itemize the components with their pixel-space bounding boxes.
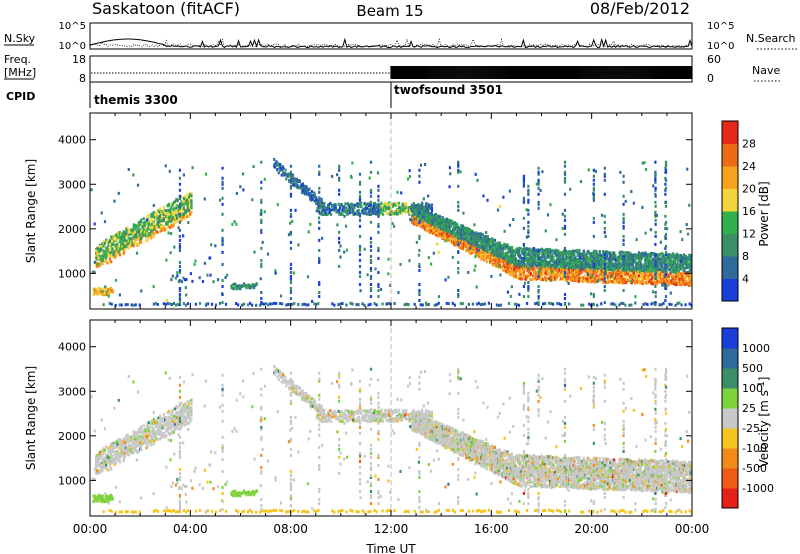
velocity-colorbar-label: Velocity [m s-1] — [757, 377, 771, 468]
x-tick-label: 12:00 — [374, 522, 409, 536]
velocity-ylabel: Slant Range [km] — [24, 366, 38, 470]
velocity-y-ticks: 1000 2000 3000 4000 — [58, 341, 692, 487]
colorbar-cell — [722, 348, 738, 369]
colorbar-cell — [722, 468, 738, 489]
y-tick-label: 2000 — [58, 223, 86, 236]
power-x-ticks — [89, 113, 693, 309]
x-tick-label: 20:00 — [574, 522, 609, 536]
colorbar-tick-label: -100 — [742, 442, 767, 455]
colorbar-tick-label: -25 — [742, 422, 760, 435]
nsky-tick-top: 10^5 — [59, 21, 86, 32]
colorbar-tick-label: 500 — [742, 362, 763, 375]
colorbar-tick-label: 8 — [742, 250, 749, 263]
velocity-colorbar: 1000 500 100 25 -25 -100 -500 -1000 — [721, 327, 774, 509]
colorbar-cell — [722, 188, 738, 212]
x-tick-label: 00:00 — [675, 522, 710, 536]
freq-tick-bottom: 8 — [79, 72, 86, 85]
colorbar-cell — [722, 408, 738, 429]
y-tick-label: 4000 — [58, 341, 86, 354]
cpid-segment-1: themis 3300 — [94, 93, 178, 107]
x-tick-label: 04:00 — [173, 522, 208, 536]
colorbar-cell — [722, 211, 738, 234]
y-tick-label: 3000 — [58, 385, 86, 398]
nave-label: Nave — [752, 64, 780, 77]
freq-unit: [MHz] — [4, 66, 36, 79]
colorbar-tick-label: 25 — [742, 402, 756, 415]
beam-title: Beam 15 — [356, 2, 423, 20]
y-tick-label: 4000 — [58, 134, 86, 147]
y-tick-label: 1000 — [58, 267, 86, 280]
power-colorbar: 4 8 12 16 20 24 28 — [721, 120, 756, 302]
nsky-tick-bottom: 10^0 — [59, 41, 86, 52]
colorbar-cell — [722, 143, 738, 167]
power-y-ticks: 1000 2000 3000 4000 — [58, 134, 692, 280]
colorbar-cell — [722, 388, 738, 409]
nsky-label: N.Sky — [4, 32, 36, 45]
velocity-heatmap — [90, 364, 692, 514]
nsearch-label: N.Search — [746, 32, 796, 45]
colorbar-cell — [722, 428, 738, 449]
date-title: 08/Feb/2012 — [590, 0, 690, 18]
colorbar-tick-label: 12 — [742, 228, 756, 241]
nsky-strip — [89, 22, 693, 50]
y-tick-label: 1000 — [58, 474, 86, 487]
colorbar-cell — [722, 233, 738, 257]
colorbar-tick-label: 16 — [742, 205, 756, 218]
colorbar-tick-label: 1000 — [742, 342, 770, 355]
colorbar-tick-label: 20 — [742, 183, 756, 196]
colorbar-cell — [722, 448, 738, 469]
nsky-line — [89, 37, 693, 49]
colorbar-cell — [722, 256, 738, 279]
y-tick-label: 3000 — [58, 178, 86, 191]
nave-tick-bottom: 0 — [707, 72, 714, 85]
colorbar-cell — [722, 278, 738, 302]
station-title: Saskatoon (fitACF) — [92, 0, 240, 18]
cpid-segment-2: twofsound 3501 — [394, 83, 503, 97]
nsearch-tick-top: 10^5 — [707, 21, 734, 32]
freq-label: Freq. — [4, 53, 31, 66]
colorbar-tick-label: 4 — [742, 273, 749, 286]
power-ylabel: Slant Range [km] — [24, 159, 38, 263]
colorbar-tick-label: 28 — [742, 138, 756, 151]
colorbar-cell — [722, 488, 738, 509]
y-tick-label: 2000 — [58, 430, 86, 443]
cpid-label: CPID — [6, 90, 35, 103]
colorbar-cell — [722, 368, 738, 389]
freq-tick-top: 18 — [72, 53, 86, 66]
x-axis-label: Time UT — [365, 542, 416, 554]
nsearch-line — [89, 37, 693, 48]
colorbar-tick-label: -500 — [742, 462, 767, 475]
colorbar-tick-label: 24 — [742, 160, 756, 173]
colorbar-tick-label: -1000 — [742, 482, 774, 495]
x-tick-label: 08:00 — [273, 522, 308, 536]
colorbar-cell — [722, 166, 738, 189]
power-heatmap — [90, 157, 692, 307]
velocity-colorbar-superscript: -1 — [757, 381, 767, 390]
nave-tick-top: 60 — [707, 53, 721, 66]
colorbar-tick-label: 100 — [742, 382, 763, 395]
colorbar-cell — [722, 121, 738, 144]
x-tick-label: 00:00 — [73, 522, 108, 536]
colorbar-cell — [722, 328, 738, 349]
velocity-x-ticks: 00:00 04:00 08:00 12:00 16:00 20:00 00:00 — [73, 320, 710, 536]
nsearch-tick-bottom: 10^0 — [707, 41, 734, 52]
power-colorbar-label: Power [dB] — [757, 181, 771, 246]
x-tick-label: 16:00 — [474, 522, 509, 536]
